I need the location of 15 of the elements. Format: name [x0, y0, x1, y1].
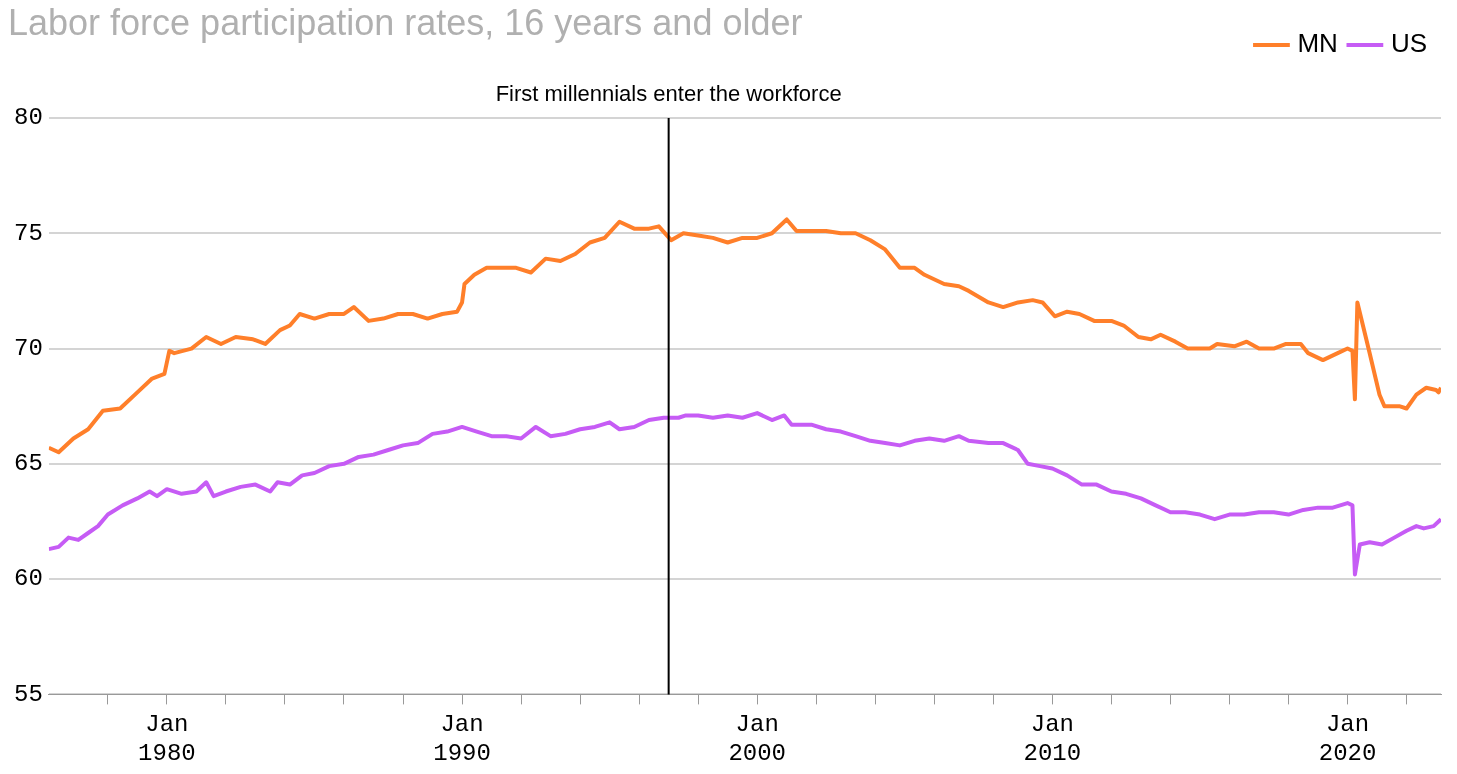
legend-label: US — [1390, 28, 1428, 59]
x-tick-label: Jan 2010 — [1023, 711, 1082, 767]
chart-title: Labor force participation rates, 16 years and older — [8, 2, 803, 44]
legend-label: MN — [1297, 28, 1338, 59]
y-tick-label: 70 — [13, 334, 43, 362]
x-tick-label: Jan 1990 — [433, 711, 491, 767]
ref-line-label: First millennials enter the workforce — [495, 81, 842, 107]
x-tick-label: Jan 2000 — [728, 711, 787, 767]
y-tick-label: 65 — [13, 450, 43, 478]
y-tick-label: 75 — [13, 219, 43, 247]
x-tick-label: Jan 2020 — [1318, 711, 1377, 767]
x-tick-label: Jan 1980 — [138, 711, 196, 767]
y-tick-label: 55 — [13, 680, 43, 708]
y-tick-label: 60 — [13, 565, 43, 593]
y-tick-label: 80 — [13, 104, 43, 132]
